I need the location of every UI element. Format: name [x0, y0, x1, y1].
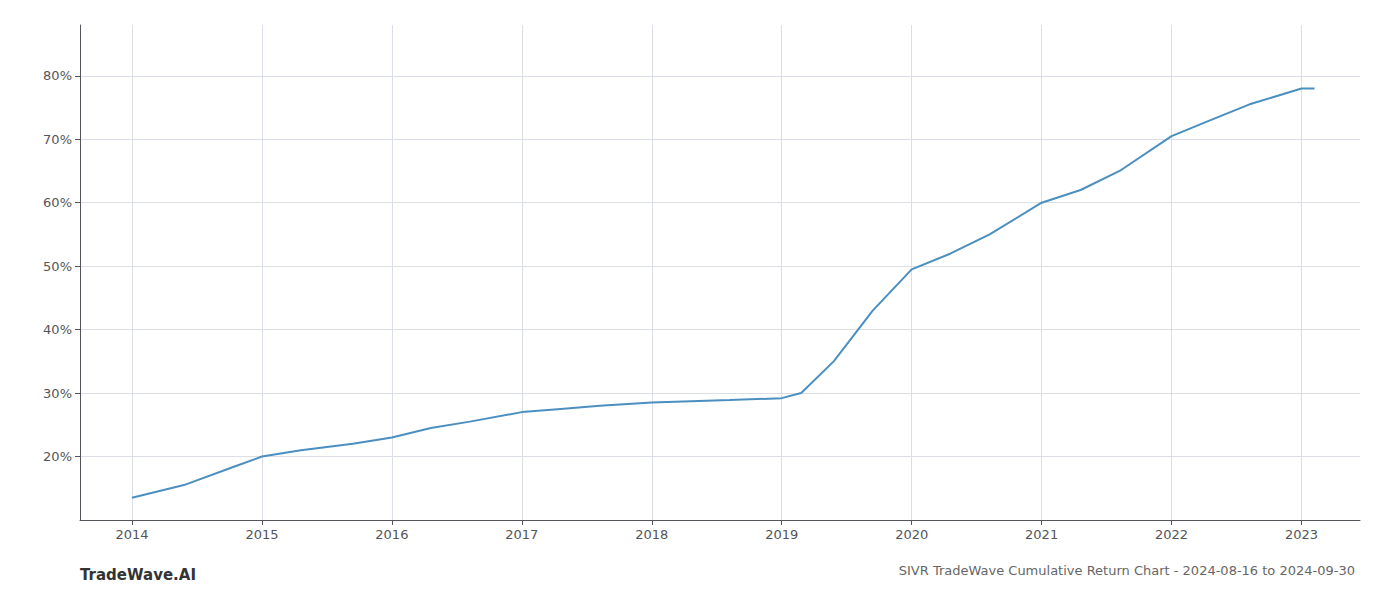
svg-text:30%: 30% [43, 386, 72, 401]
svg-text:20%: 20% [43, 449, 72, 464]
svg-text:60%: 60% [43, 195, 72, 210]
svg-text:2017: 2017 [505, 527, 538, 542]
svg-text:80%: 80% [43, 68, 72, 83]
svg-text:40%: 40% [43, 322, 72, 337]
svg-text:2021: 2021 [1025, 527, 1058, 542]
svg-text:TradeWave.AI: TradeWave.AI [80, 566, 196, 584]
svg-text:2015: 2015 [245, 527, 278, 542]
svg-text:50%: 50% [43, 259, 72, 274]
svg-text:2018: 2018 [635, 527, 668, 542]
svg-text:2020: 2020 [895, 527, 928, 542]
svg-text:2019: 2019 [765, 527, 798, 542]
svg-text:2016: 2016 [375, 527, 408, 542]
svg-text:2014: 2014 [115, 527, 148, 542]
svg-text:SIVR TradeWave Cumulative Retu: SIVR TradeWave Cumulative Return Chart -… [899, 563, 1355, 578]
svg-text:2023: 2023 [1285, 527, 1318, 542]
svg-text:70%: 70% [43, 132, 72, 147]
svg-text:2022: 2022 [1155, 527, 1188, 542]
